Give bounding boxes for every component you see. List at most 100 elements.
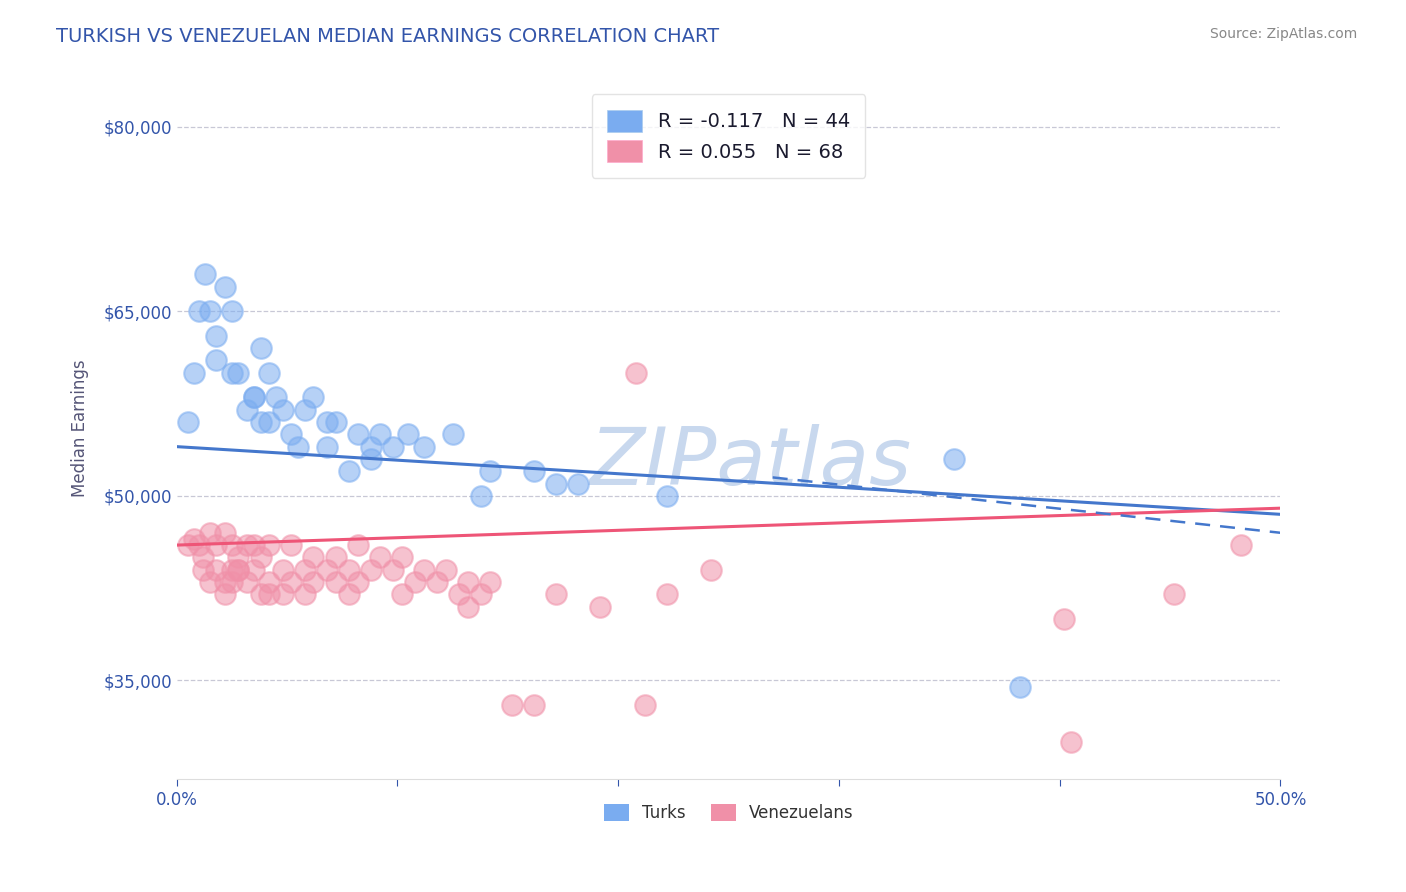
Point — [214, 279, 236, 293]
Point — [546, 476, 568, 491]
Point — [214, 574, 236, 589]
Point — [633, 698, 655, 712]
Point — [228, 550, 250, 565]
Point — [315, 563, 337, 577]
Point — [183, 366, 205, 380]
Point — [205, 329, 228, 343]
Point — [221, 304, 243, 318]
Point — [700, 563, 723, 577]
Text: TURKISH VS VENEZUELAN MEDIAN EARNINGS CORRELATION CHART: TURKISH VS VENEZUELAN MEDIAN EARNINGS CO… — [56, 27, 720, 45]
Point — [346, 574, 368, 589]
Point — [221, 366, 243, 380]
Point — [205, 353, 228, 368]
Point — [194, 268, 217, 282]
Point — [325, 574, 347, 589]
Point — [183, 532, 205, 546]
Point — [942, 452, 965, 467]
Point — [214, 587, 236, 601]
Point — [259, 587, 281, 601]
Legend: Turks, Venezuelans: Turks, Venezuelans — [592, 792, 865, 834]
Point — [187, 304, 209, 318]
Point — [228, 563, 250, 577]
Point — [1060, 735, 1083, 749]
Point — [221, 563, 243, 577]
Point — [302, 391, 325, 405]
Point — [243, 563, 266, 577]
Point — [346, 538, 368, 552]
Point — [176, 415, 198, 429]
Point — [337, 563, 360, 577]
Text: ZIPatlas: ZIPatlas — [589, 425, 911, 502]
Point — [315, 440, 337, 454]
Point — [271, 402, 294, 417]
Point — [381, 563, 404, 577]
Point — [1229, 538, 1251, 552]
Point — [523, 698, 546, 712]
Point — [479, 464, 502, 478]
Point — [360, 452, 382, 467]
Point — [655, 489, 678, 503]
Point — [434, 563, 457, 577]
Point — [396, 427, 419, 442]
Point — [368, 550, 391, 565]
Point — [264, 391, 287, 405]
Point — [479, 574, 502, 589]
Point — [259, 574, 281, 589]
Point — [243, 391, 266, 405]
Point — [457, 574, 479, 589]
Point — [381, 440, 404, 454]
Point — [337, 464, 360, 478]
Point — [249, 550, 271, 565]
Point — [360, 440, 382, 454]
Point — [294, 402, 316, 417]
Point — [259, 366, 281, 380]
Point — [271, 587, 294, 601]
Point — [259, 538, 281, 552]
Point — [302, 574, 325, 589]
Point — [655, 587, 678, 601]
Point — [198, 574, 221, 589]
Point — [287, 440, 309, 454]
Point — [271, 563, 294, 577]
Point — [404, 574, 426, 589]
Point — [1008, 680, 1031, 694]
Point — [249, 587, 271, 601]
Point — [280, 538, 302, 552]
Point — [249, 415, 271, 429]
Point — [441, 427, 464, 442]
Point — [368, 427, 391, 442]
Point — [337, 587, 360, 601]
Point — [457, 599, 479, 614]
Point — [1053, 612, 1076, 626]
Point — [470, 489, 492, 503]
Point — [236, 402, 259, 417]
Point — [228, 366, 250, 380]
Point — [294, 587, 316, 601]
Point — [280, 427, 302, 442]
Point — [426, 574, 449, 589]
Point — [449, 587, 471, 601]
Point — [191, 563, 214, 577]
Point — [198, 304, 221, 318]
Point — [391, 587, 413, 601]
Point — [205, 563, 228, 577]
Point — [315, 415, 337, 429]
Point — [391, 550, 413, 565]
Text: Source: ZipAtlas.com: Source: ZipAtlas.com — [1209, 27, 1357, 41]
Point — [412, 563, 434, 577]
Point — [176, 538, 198, 552]
Point — [412, 440, 434, 454]
Point — [523, 464, 546, 478]
Point — [294, 563, 316, 577]
Point — [249, 341, 271, 355]
Y-axis label: Median Earnings: Median Earnings — [72, 359, 89, 497]
Point — [624, 366, 647, 380]
Point — [302, 550, 325, 565]
Point — [546, 587, 568, 601]
Point — [501, 698, 523, 712]
Point — [243, 538, 266, 552]
Point — [191, 550, 214, 565]
Point — [589, 599, 612, 614]
Point — [236, 538, 259, 552]
Point — [221, 538, 243, 552]
